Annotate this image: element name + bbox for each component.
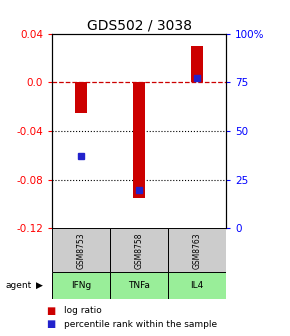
Bar xyxy=(110,228,168,272)
Text: ■: ■ xyxy=(46,319,56,329)
Text: TNFa: TNFa xyxy=(128,281,150,290)
Text: log ratio: log ratio xyxy=(64,306,102,315)
Text: percentile rank within the sample: percentile rank within the sample xyxy=(64,320,217,329)
Text: ■: ■ xyxy=(46,306,56,316)
Bar xyxy=(191,46,203,82)
Text: GSM8753: GSM8753 xyxy=(77,232,86,269)
Bar xyxy=(75,82,87,113)
Text: GSM8763: GSM8763 xyxy=(193,232,202,269)
Text: GSM8758: GSM8758 xyxy=(135,232,144,268)
Bar xyxy=(168,272,226,299)
Text: ▶: ▶ xyxy=(36,281,43,290)
Bar xyxy=(52,272,110,299)
Bar xyxy=(52,228,110,272)
Title: GDS502 / 3038: GDS502 / 3038 xyxy=(87,18,192,33)
Text: IFNg: IFNg xyxy=(71,281,91,290)
Bar xyxy=(133,82,145,198)
Text: IL4: IL4 xyxy=(191,281,204,290)
Bar xyxy=(168,228,226,272)
Bar xyxy=(110,272,168,299)
Text: agent: agent xyxy=(6,281,32,290)
